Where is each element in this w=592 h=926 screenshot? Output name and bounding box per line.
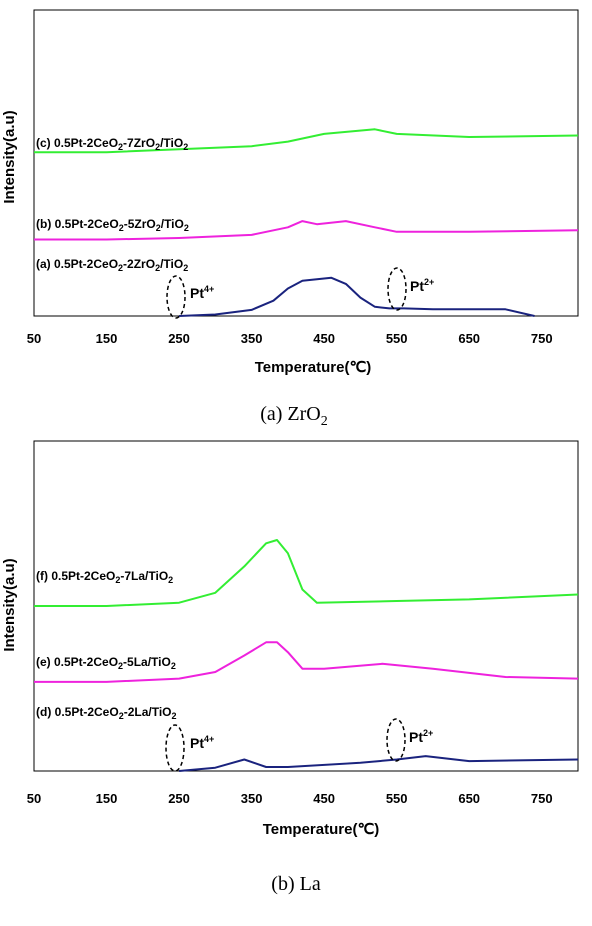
x-tick-label: 50 [27, 791, 41, 806]
series-line-1 [34, 220, 579, 241]
caption-b: (b) La [271, 873, 321, 895]
x-tick-label: 250 [168, 791, 190, 806]
chart-b: Intensity(a.u) Temperature(℃) 50 150 250 35… [1, 440, 579, 895]
x-tick-label: 50 [27, 331, 41, 346]
x-tick-label: 150 [96, 331, 118, 346]
x-axis-label: Temperature(℃) [263, 821, 380, 838]
pt2-marker-ellipse [387, 267, 407, 311]
series-line-0 [34, 128, 579, 154]
series-line-2 [179, 755, 579, 772]
x-tick-labels: 50 150 250 350 450 550 650 750 [27, 791, 553, 806]
x-tick-label: 350 [241, 791, 263, 806]
y-axis-label: Intensity(a.u) [1, 110, 18, 203]
series-label-e: (e) 0.5Pt-2CeO2-5La/TiO2 [36, 655, 176, 671]
x-tick-label: 750 [531, 331, 553, 346]
series-label-b: (b) 0.5Pt-2CeO2-5ZrO2/TiO2 [36, 217, 189, 233]
series-lines [34, 539, 579, 772]
x-tick-label: 550 [386, 331, 408, 346]
x-tick-label: 450 [313, 791, 335, 806]
pt4-marker-ellipse [165, 724, 185, 772]
x-tick-label: 350 [241, 331, 263, 346]
x-tick-label: 250 [168, 331, 190, 346]
pt4-marker-ellipse [166, 275, 186, 319]
series-lines [34, 128, 579, 317]
x-tick-label: 650 [458, 791, 480, 806]
x-tick-label: 450 [313, 331, 335, 346]
x-tick-label: 750 [531, 791, 553, 806]
x-tick-label: 650 [458, 331, 480, 346]
series-line-0 [34, 539, 579, 607]
series-label-c: (c) 0.5Pt-2CeO2-7ZrO2/TiO2 [36, 136, 188, 152]
x-tick-label: 550 [386, 791, 408, 806]
chart-a: Intensity(a.u) Temperature(℃) 50 150 250 35… [1, 9, 579, 429]
x-tick-label: 150 [96, 791, 118, 806]
series-line-2 [179, 276, 535, 317]
pt2-marker-ellipse [386, 718, 406, 762]
series-label-f: (f) 0.5Pt-2CeO2-7La/TiO2 [36, 569, 173, 585]
series-label-d: (d) 0.5Pt-2CeO2-2La/TiO2 [36, 705, 177, 721]
plot-frame [33, 9, 579, 317]
x-axis-label: Temperature(℃) [255, 359, 372, 376]
series-label-a: (a) 0.5Pt-2CeO2-2ZrO2/TiO2 [36, 257, 188, 273]
x-tick-labels: 50 150 250 350 450 550 650 750 [27, 331, 553, 346]
series-line-1 [34, 641, 579, 683]
y-axis-label: Intensity(a.u) [1, 558, 18, 651]
caption-a: (a) ZrO2 [260, 403, 328, 429]
